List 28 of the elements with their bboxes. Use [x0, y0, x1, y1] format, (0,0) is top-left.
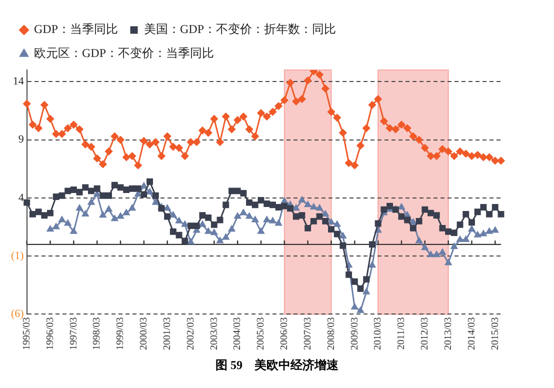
- legend-label: GDP：当季同比: [34, 22, 118, 36]
- x-tick-label: 2003/03: [208, 317, 220, 350]
- y-tick-label: 9: [18, 134, 24, 146]
- x-tick-label: 2005/03: [256, 317, 267, 350]
- x-tick-label: 2012/03: [420, 317, 431, 350]
- x-tick-label: 2010/03: [372, 317, 384, 350]
- x-tick-label: 1996/03: [44, 317, 56, 350]
- x-tick-label: 2001/03: [162, 317, 173, 350]
- legend-label: 美国：GDP：不变价：折年数：同比: [144, 22, 336, 36]
- x-tick-label: 2007/03: [302, 317, 314, 350]
- y-tick-label: 4: [18, 192, 24, 204]
- x-tick-label: 2015/03: [490, 317, 501, 350]
- x-tick-label: 2008/03: [326, 317, 337, 350]
- x-tick-label: 2000/03: [138, 317, 150, 350]
- x-tick-label: 2013/03: [442, 317, 454, 350]
- x-tick-label: 2014/03: [466, 317, 478, 350]
- caption: 图 59 美欧中经济增速: [214, 357, 340, 374]
- x-tick-label: 2006/03: [279, 317, 290, 350]
- x-tick-label: 2009/03: [349, 317, 360, 350]
- x-tick-label: 1998/03: [92, 317, 103, 350]
- x-tick-label: 2004/03: [232, 317, 244, 350]
- y-tick-label: (1): [11, 250, 24, 262]
- x-tick-label: 2011/03: [396, 317, 408, 350]
- legend-label: 欧元区：GDP：不变价：当季同比: [34, 46, 214, 60]
- x-tick-label: 1999/03: [115, 317, 126, 350]
- y-tick-label: 14: [12, 76, 24, 88]
- x-tick-label: 2002/03: [185, 317, 196, 350]
- x-tick-label: 1997/03: [68, 317, 80, 350]
